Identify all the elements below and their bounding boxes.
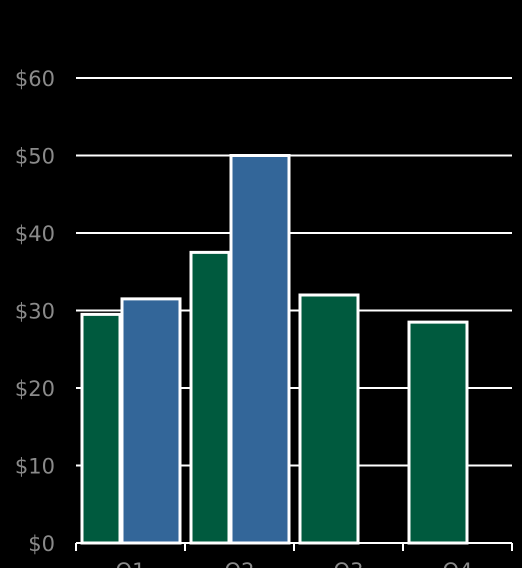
y-tick-label: $60: [15, 67, 55, 91]
y-tick-label: $20: [15, 377, 55, 401]
x-tick-label: Q1: [116, 559, 146, 568]
bar-q2-series-2: [229, 154, 291, 545]
bars: [80, 154, 469, 545]
y-tick-label: $10: [15, 455, 55, 479]
bar-q2-series-1: [189, 250, 231, 545]
x-tick-label: Q2: [225, 559, 255, 568]
bar-q1-series-1: [80, 312, 122, 545]
y-tick-label: $30: [15, 300, 55, 324]
x-axis: [75, 542, 513, 551]
bar-q3-series-1: [298, 293, 360, 545]
y-tick-label: $40: [15, 222, 55, 246]
x-tick-label: Q4: [443, 559, 473, 568]
y-tick-labels: $0 $10 $20 $30 $40 $50 $60: [15, 67, 55, 556]
x-tick-label: Q3: [334, 559, 364, 568]
y-tick-label: $0: [28, 532, 55, 556]
bar-q4-series-1: [407, 320, 469, 545]
bar-q1-series-2: [120, 297, 182, 545]
y-tick-label: $50: [15, 145, 55, 169]
x-tick-labels: Q1 Q2 Q3 Q4: [116, 559, 473, 568]
